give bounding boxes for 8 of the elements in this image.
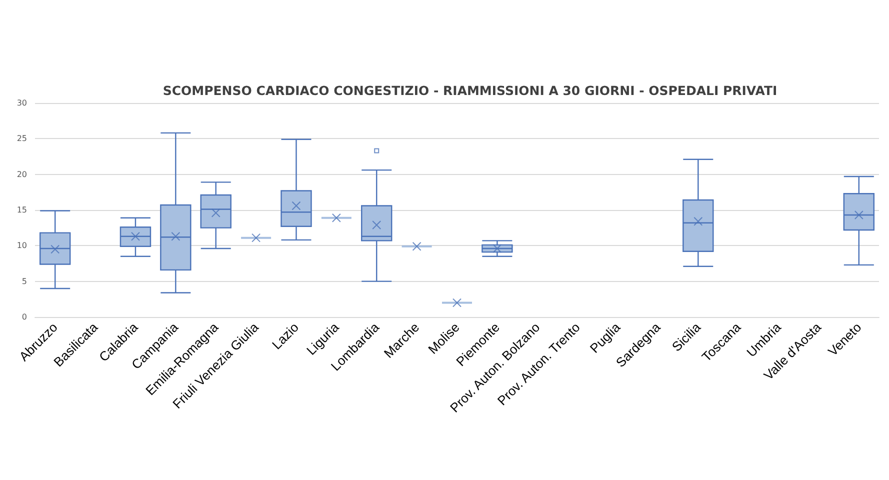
chart-title: SCOMPENSO CARDIACO CONGESTIZIO - RIAMMISSIONI A 30 GIORNI - OSPEDALI PRIVATI: [162, 83, 778, 98]
y-tick-label: 15: [16, 206, 27, 214]
y-tick-label: 20: [16, 170, 27, 179]
y-tick-label: 5: [22, 276, 27, 286]
y-tick-label: 30: [16, 98, 27, 108]
y-tick-label: 10: [16, 241, 27, 250]
y-tick-label: 25: [16, 134, 27, 144]
y-tick-label: 0: [22, 312, 27, 322]
